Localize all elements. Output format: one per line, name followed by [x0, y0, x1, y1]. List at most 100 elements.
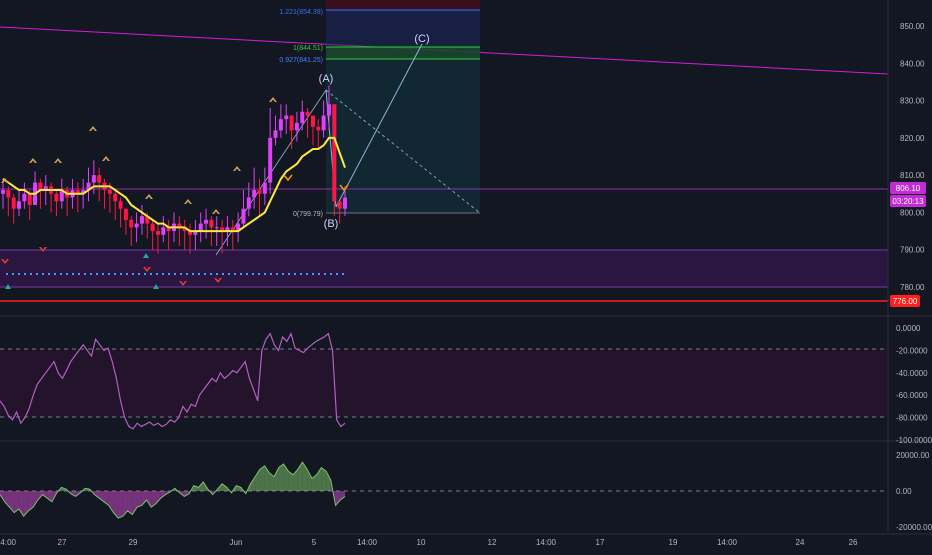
oscillator-panel-1[interactable] [0, 332, 888, 430]
oscillator-1-line [0, 332, 346, 430]
oscillator-2-segment [321, 467, 327, 491]
time-axis-tick: 14:00 [0, 538, 17, 547]
candle-body [54, 193, 59, 202]
price-axis-tick: 840.00 [900, 59, 925, 68]
price-axis-tick: 820.00 [900, 134, 925, 143]
candle-body [332, 104, 337, 202]
price-axis-tick: 800.00 [900, 208, 925, 217]
candle-body [150, 223, 155, 232]
time-axis-tick: 14:00 [717, 538, 738, 547]
oscillator-2-segment [127, 491, 133, 515]
candle-body [145, 216, 150, 224]
candle-body [139, 216, 144, 224]
time-axis-tick: 10 [417, 538, 426, 547]
wave-label-b: (B) [324, 218, 339, 230]
oscillator-2-segment [141, 491, 147, 506]
projection-upper-box [326, 0, 480, 10]
fib-1221-label: 1.221(854.39) [279, 9, 323, 16]
oscillator-2-segment [14, 491, 19, 513]
candle-body [27, 193, 32, 205]
candle-body [214, 227, 219, 229]
oscillator-panel-2[interactable] [0, 461, 888, 519]
oscillator-2-segment [184, 491, 190, 497]
candle-body [107, 190, 112, 194]
caret-orange-marker [283, 174, 293, 182]
oscillator-2-segment [307, 469, 312, 491]
candle-body [257, 190, 262, 194]
caret-up-marker [184, 199, 192, 204]
time-axis-tick: 14:00 [357, 538, 378, 547]
oscillator-1-band [0, 349, 888, 417]
price-axis[interactable]: 850.00 840.00 830.00 820.00 810.00 800.00 790.… [900, 22, 925, 292]
candle-body [310, 115, 315, 127]
time-axis-tick: Jun [230, 538, 243, 547]
caret-up-marker [54, 158, 62, 163]
price-panel[interactable]: 1.221(854.39) 1(844.51) 0.927(841.25) 0(… [0, 0, 889, 302]
candle-body [220, 227, 225, 232]
oscillator-2-segment [293, 469, 298, 491]
time-axis[interactable]: 14:00 27 29 Jun 5 14:00 10 12 14:00 17 19 14:00 24 26 [0, 538, 858, 547]
caret-orange-marker [339, 184, 349, 192]
caret-up-marker [269, 97, 277, 102]
oscillator-2-segment [23, 491, 29, 517]
oscillator-2-segment [113, 491, 119, 518]
candle-body [326, 104, 331, 116]
oscillator-2-segment [335, 491, 341, 506]
projection-extension-box [326, 10, 480, 44]
time-axis-tick: 17 [596, 538, 605, 547]
candle-body [129, 219, 134, 228]
time-axis-tick: 26 [849, 538, 858, 547]
oscillator-2-segment [259, 465, 265, 491]
fib-0927-label: 0.927(841.25) [279, 57, 323, 64]
candles [1, 85, 347, 254]
fib-0-label: 0(799.79) [293, 211, 323, 218]
price-axis-tick: 810.00 [900, 171, 925, 180]
oscillator-2-axis[interactable]: 20000.00 0.00 -20000.00 [896, 451, 932, 532]
oscillator-1-axis[interactable]: 0.0000 -20.0000 -40.0000 -60.0000 -80.0000 -1… [896, 324, 932, 445]
oscillator-2-segment [33, 491, 38, 508]
candle-body [268, 137, 273, 183]
oscillator-2-segment [122, 491, 128, 517]
candle-body [316, 126, 321, 131]
oscillator-2-segment [340, 491, 345, 500]
candle-body [113, 193, 118, 202]
fib-green-band [326, 47, 480, 59]
candle-body [155, 231, 160, 235]
time-axis-tick: 19 [669, 538, 678, 547]
caret-down-marker [143, 267, 151, 272]
oscillator-2-axis-tick: 0.00 [896, 487, 912, 496]
candle-body [225, 227, 230, 232]
projection-dashed-line [325, 89, 481, 214]
caret-up-marker [212, 209, 220, 214]
oscillator-2-segment [288, 471, 294, 491]
caret-down-marker [179, 281, 187, 286]
price-axis-tick: 780.00 [900, 283, 925, 292]
oscillator-2-segment [274, 467, 279, 491]
oscillator-2-segment [255, 469, 260, 491]
time-axis-tick: 29 [129, 538, 138, 547]
candle-body [337, 201, 342, 209]
caret-up-marker [89, 126, 97, 131]
candle-body [11, 197, 16, 209]
candle-body [284, 115, 289, 120]
caret-up-marker [233, 166, 241, 171]
projection-wave-c-line [335, 43, 423, 208]
projection-box [326, 44, 480, 213]
candle-body [262, 182, 267, 194]
oscillator-2-segment [283, 464, 289, 491]
time-axis-tick: 27 [58, 538, 67, 547]
caret-down-marker [39, 247, 47, 252]
candle-body [97, 175, 102, 183]
oscillator-2-line [0, 461, 346, 519]
oscillator-2-segment [146, 491, 152, 508]
oscillator-2-area [0, 461, 346, 519]
candle-body [273, 130, 278, 138]
candle-body [177, 223, 182, 228]
wave-label-c: (C) [414, 33, 429, 45]
caret-up-marker [102, 156, 110, 161]
caret-down-marker [1, 259, 9, 264]
oscillator-1-axis-tick: -20.0000 [896, 346, 928, 355]
oscillator-2-segment [94, 491, 100, 499]
